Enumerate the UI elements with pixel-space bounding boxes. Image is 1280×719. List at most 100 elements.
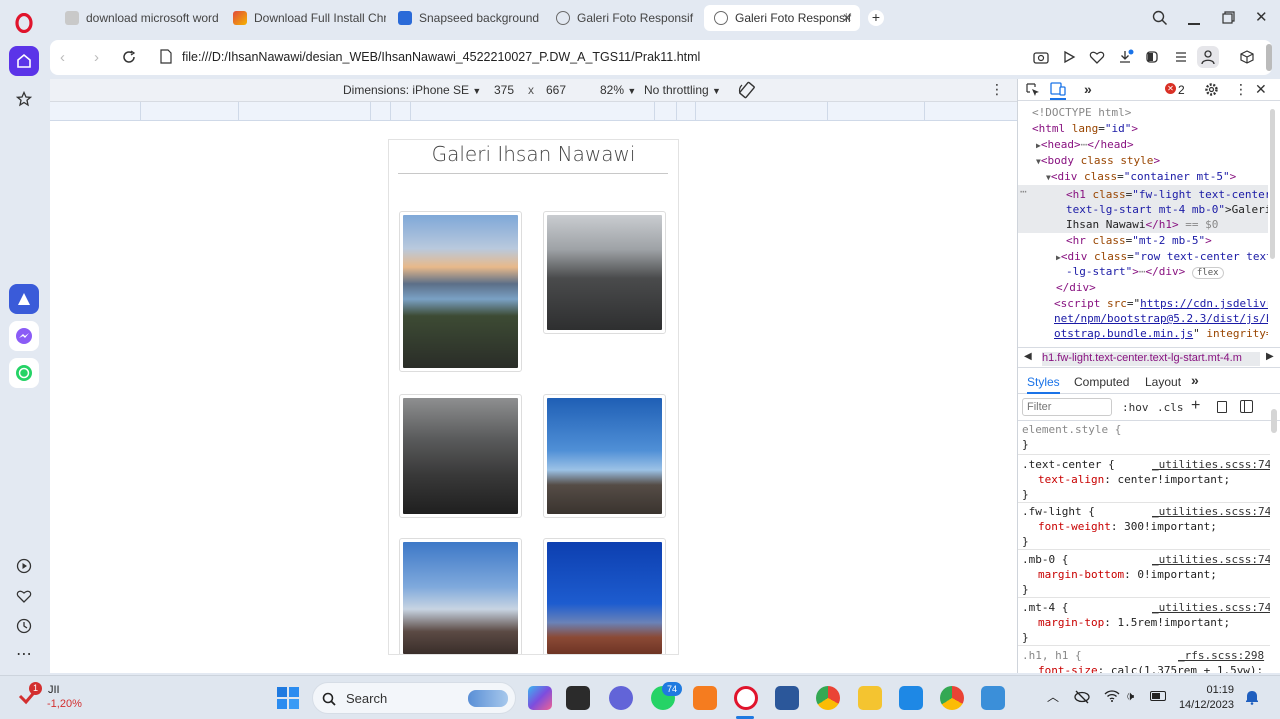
search-tabs-icon[interactable] xyxy=(1152,10,1168,26)
dimensions-dropdown[interactable]: Dimensions: iPhone SE ▼ xyxy=(343,83,481,97)
devtools-close-icon[interactable]: ✕ xyxy=(1255,81,1267,97)
wifi-icon[interactable] xyxy=(1104,689,1120,703)
file-explorer-icon[interactable] xyxy=(858,686,882,710)
easy-setup-icon[interactable] xyxy=(1174,50,1188,64)
gallery-photo-3[interactable] xyxy=(399,394,522,518)
zoom-dropdown[interactable]: 82% ▼ xyxy=(600,83,636,97)
download-icon[interactable] xyxy=(1118,49,1134,65)
tab-styles[interactable]: Styles xyxy=(1027,375,1060,394)
opera-taskbar-icon[interactable] xyxy=(734,686,758,710)
aria-icon[interactable] xyxy=(9,284,39,314)
element-style-selector[interactable]: element.style { xyxy=(1022,423,1122,436)
page-frame[interactable]: Galeri Ihsan Nawawi xyxy=(388,139,679,655)
notification-bell-icon[interactable] xyxy=(1245,689,1259,705)
tab-4[interactable]: Galeri Foto Responsif xyxy=(546,5,701,31)
rule-declaration[interactable]: font-weight: 300!important; xyxy=(1038,520,1217,533)
rule-source-link[interactable]: _utilities.scss:74 xyxy=(1152,458,1270,471)
opera-logo-icon[interactable] xyxy=(9,8,39,38)
script-node-line-3[interactable]: otstrap.bundle.min.js" integrity= xyxy=(1054,327,1268,340)
forward-icon[interactable]: › xyxy=(94,49,99,66)
body-node[interactable]: ▼<body class style> xyxy=(1036,154,1161,167)
breadcrumb-left-arrow-icon[interactable]: ◀ xyxy=(1024,351,1032,362)
h1-node-line-1[interactable]: <h1 class="fw-light text-center xyxy=(1066,188,1268,201)
hov-toggle[interactable]: :hov xyxy=(1122,401,1149,414)
devtools-menu-icon[interactable]: ⋮ xyxy=(1234,81,1248,97)
device-width-input[interactable] xyxy=(484,82,524,98)
player-icon[interactable] xyxy=(9,551,39,581)
profile-icon[interactable] xyxy=(1197,46,1219,68)
clock-time[interactable]: 01:19 xyxy=(1206,684,1234,696)
url-input[interactable] xyxy=(182,48,1002,66)
doctype-line[interactable]: <!DOCTYPE html> xyxy=(1032,106,1132,119)
rule-source-link[interactable]: _utilities.scss:74 xyxy=(1152,553,1270,566)
rule-selector[interactable]: .mt-4 { xyxy=(1022,601,1069,614)
tab-2[interactable]: Download Full Install Chro xyxy=(223,5,386,31)
vscode-icon[interactable] xyxy=(899,686,923,710)
tab-computed[interactable]: Computed xyxy=(1074,375,1130,389)
device-more-icon[interactable]: ⋮ xyxy=(990,81,1004,97)
battery-saver-icon[interactable] xyxy=(1146,51,1160,63)
paint-icon[interactable] xyxy=(1217,401,1227,413)
selected-node-highlight[interactable]: ⋯ xyxy=(1018,185,1268,233)
tab-5-active[interactable]: Galeri Foto Responsif ✕ xyxy=(704,5,860,31)
volume-icon[interactable]: 🕩 xyxy=(1126,688,1135,703)
rule-selector[interactable]: .fw-light { xyxy=(1022,505,1095,518)
whatsapp-sidebar-icon[interactable] xyxy=(9,358,39,388)
tab-1[interactable]: download microsoft word xyxy=(55,5,218,31)
home-icon[interactable] xyxy=(9,46,39,76)
rule-source-link[interactable]: _utilities.scss:74 xyxy=(1152,601,1270,614)
more-tabs-icon[interactable]: » xyxy=(1191,372,1199,388)
word-icon[interactable] xyxy=(775,686,799,710)
error-count[interactable]: 2 xyxy=(1178,83,1185,97)
back-icon[interactable]: ‹ xyxy=(60,49,65,66)
settings-gear-icon[interactable] xyxy=(1204,82,1219,97)
taskbar-search[interactable]: Search xyxy=(312,682,516,714)
sidebar-toggle-icon[interactable] xyxy=(1240,400,1253,413)
flex-badge[interactable]: flex xyxy=(1191,267,1224,279)
script-node-line-2[interactable]: net/npm/bootstrap@5.2.3/dist/js/bo xyxy=(1054,312,1268,325)
head-node[interactable]: ▶<head>⋯</head> xyxy=(1036,138,1134,151)
hr-node[interactable]: <hr class="mt-2 mb-5"> xyxy=(1066,234,1212,247)
h1-node-line-2[interactable]: text-lg-start mt-4 mb-0">Galeri xyxy=(1066,203,1268,216)
flow-icon[interactable] xyxy=(1062,50,1076,64)
breadcrumb[interactable]: h1.fw-light.text-center.text-lg-start.mt… xyxy=(1042,352,1260,366)
star-icon[interactable] xyxy=(9,84,39,114)
heart-icon[interactable] xyxy=(9,581,39,611)
chrome-icon[interactable] xyxy=(816,686,840,710)
rule-selector[interactable]: .text-center { xyxy=(1022,458,1115,471)
styles-filter-input[interactable] xyxy=(1022,398,1112,416)
error-icon[interactable]: ✕ xyxy=(1165,83,1176,94)
rule-selector[interactable]: .h1, h1 { xyxy=(1022,649,1082,662)
widget-label[interactable]: JII xyxy=(48,684,60,696)
messenger-icon[interactable] xyxy=(9,321,39,351)
device-height-input[interactable] xyxy=(540,82,572,98)
copilot-icon[interactable] xyxy=(528,686,552,710)
div-end-node[interactable]: </div> xyxy=(1056,281,1096,294)
clock-date[interactable]: 14/12/2023 xyxy=(1178,699,1234,711)
h1-node-line-3[interactable]: Ihsan Nawawi</h1> == $0 xyxy=(1066,218,1219,231)
cls-toggle[interactable]: .cls xyxy=(1157,401,1184,414)
rule-source-link[interactable]: _utilities.scss:74 xyxy=(1152,505,1270,518)
tab-layout[interactable]: Layout xyxy=(1145,375,1182,389)
gallery-photo-2[interactable] xyxy=(543,211,666,334)
rule-source-link[interactable]: _rfs.scss:298 xyxy=(1178,649,1265,662)
tray-chevron-icon[interactable]: ︿ xyxy=(1047,690,1060,704)
tab-3[interactable]: Snapseed background xyxy=(388,5,543,31)
breadcrumb-right-arrow-icon[interactable]: ▶ xyxy=(1266,351,1274,362)
xampp-icon[interactable] xyxy=(693,686,717,710)
html-node[interactable]: <html lang="id"> xyxy=(1032,122,1138,135)
camera-icon[interactable] xyxy=(1033,50,1049,64)
reload-icon[interactable] xyxy=(122,50,136,64)
restore-icon[interactable] xyxy=(1222,11,1235,24)
rotate-icon[interactable] xyxy=(738,81,756,99)
gallery-photo-5[interactable] xyxy=(399,538,522,654)
windows-start-icon[interactable] xyxy=(276,686,300,710)
more-icon[interactable]: ⋯ xyxy=(16,646,32,663)
rule-declaration[interactable]: margin-top: 1.5rem!important; xyxy=(1038,616,1231,629)
device-toggle-icon[interactable] xyxy=(1050,82,1066,100)
chrome-canary-icon[interactable] xyxy=(940,686,964,710)
rule-selector[interactable]: .mb-0 { xyxy=(1022,553,1069,566)
task-view-icon[interactable] xyxy=(566,686,590,710)
new-tab-button[interactable]: + xyxy=(868,10,884,26)
favorite-heart-icon[interactable] xyxy=(1089,50,1105,64)
